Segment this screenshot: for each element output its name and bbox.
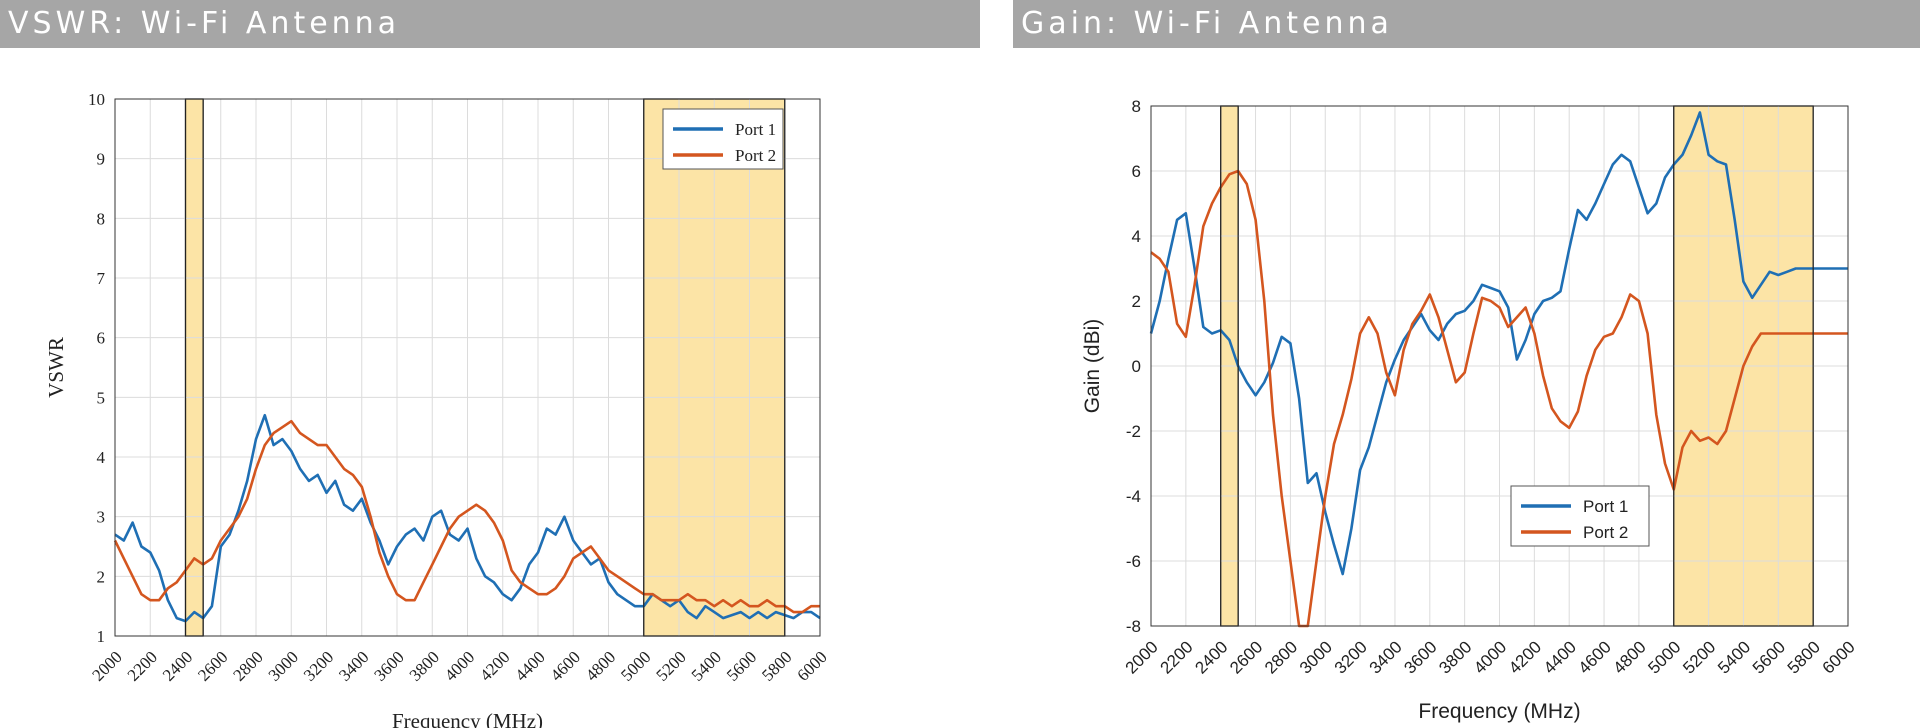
y-tick-label: 2 [97,567,106,586]
x-tick-label: 5400 [1714,637,1754,677]
x-tick-label: 3200 [300,647,337,684]
x-tick-label: 4200 [476,647,513,684]
x-tick-label: 2400 [159,647,196,684]
y-tick-label: 1 [97,627,106,646]
x-tick-label: 5800 [1784,637,1824,677]
y-tick-label: 7 [97,269,106,288]
x-tick-label: 3400 [335,647,372,684]
y-tick-label: 8 [1132,97,1141,116]
x-tick-label: 2200 [1156,637,1196,677]
x-tick-label: 4000 [1470,637,1510,677]
x-axis-label: Frequency (MHz) [1418,700,1580,723]
x-tick-label: 4400 [511,647,548,684]
y-axis-label: VSWR [44,337,68,398]
x-tick-label: 4400 [1540,637,1580,677]
x-tick-label: 4600 [547,647,584,684]
y-tick-label: 6 [1132,162,1141,181]
x-tick-label: 2800 [1261,637,1301,677]
legend: Port 1 Port 2 [662,108,784,170]
y-tick-label: 10 [88,90,105,109]
x-tick-label: 2800 [229,647,266,684]
legend-box [662,108,784,170]
y-tick-label: 9 [97,150,106,169]
vswr-chart: 1234567891020002200240026002800300032003… [44,90,831,728]
x-tick-label: 3600 [370,647,407,684]
x-tick-label: 4600 [1575,637,1615,677]
legend-box [1510,485,1650,547]
y-tick-label: 4 [1132,227,1141,246]
x-tick-label: 2400 [1191,637,1231,677]
y-tick-label: -6 [1126,552,1141,571]
plot-frame [1150,105,1849,627]
y-tick-label: -2 [1126,422,1141,441]
x-axis-label: Frequency (MHz) [392,709,543,728]
series-line-port-2 [1150,169,1848,628]
x-tick-label: 5200 [1679,637,1719,677]
gain-chart: -8 -6 -4 -2 0 2 4 6 8 200022002400260028003000320… [1081,97,1859,723]
x-tick-label: 5000 [1644,637,1684,677]
y-axis-label: Gain (dBi) [1081,319,1104,414]
x-tick-label: 2600 [194,647,231,684]
x-tick-label: 3800 [406,647,443,684]
plot-frame [114,98,821,637]
legend-label: Port 1 [735,120,776,139]
legend-label: Port 2 [1583,523,1628,542]
series-line-port-2 [113,419,820,614]
x-tick-label: 5400 [688,647,725,684]
y-tick-label: 8 [97,209,106,228]
x-tick-label: 3800 [1435,637,1475,677]
y-tick-label: 0 [1132,357,1141,376]
x-tick-label: 3200 [1331,637,1371,677]
legend-label: Port 1 [1583,497,1628,516]
x-tick-label: 6000 [793,647,830,684]
y-tick-label: 4 [97,448,106,467]
highlight-band [184,98,204,637]
x-tick-label: 2000 [88,647,125,684]
x-tick-label: 5800 [758,647,795,684]
x-tick-label: 3600 [1400,637,1440,677]
x-tick-label: 4800 [1610,637,1650,677]
x-tick-label: 4200 [1505,637,1545,677]
x-tick-label: 4800 [582,647,619,684]
vswr-panel-title: VSWR: Wi-Fi Antenna [0,0,980,48]
y-tick-label: -8 [1126,617,1141,636]
x-tick-label: 3000 [1296,637,1336,677]
x-tick-label: 3400 [1366,637,1406,677]
x-tick-label: 2600 [1226,637,1266,677]
x-tick-label: 4000 [441,647,478,684]
x-tick-label: 3000 [265,647,302,684]
x-tick-label: 6000 [1819,637,1859,677]
series-line-port-1 [1149,111,1848,576]
legend: Port 1 Port 2 [1510,485,1650,547]
x-tick-label: 5200 [652,647,689,684]
legend-label: Port 2 [735,146,776,165]
x-tick-label: 5000 [617,647,654,684]
y-tick-label: -4 [1126,487,1141,506]
y-tick-label: 5 [97,388,106,407]
y-tick-label: 2 [1132,292,1141,311]
x-tick-label: 2200 [124,647,161,684]
y-tick-label: 6 [97,329,106,348]
x-tick-label: 5600 [1749,637,1789,677]
x-tick-label: 2000 [1122,637,1162,677]
x-tick-label: 5600 [723,647,760,684]
gain-panel-title: Gain: Wi-Fi Antenna [1013,0,1920,48]
y-tick-label: 3 [97,508,106,527]
